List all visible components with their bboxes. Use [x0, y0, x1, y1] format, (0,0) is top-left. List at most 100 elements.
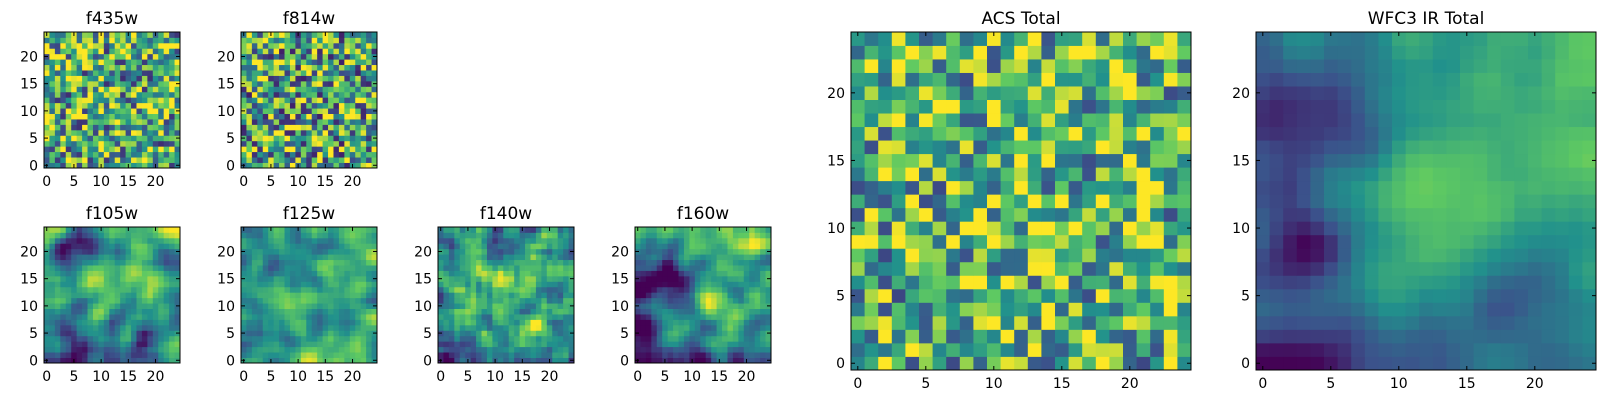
- heatmap-cell: [749, 357, 756, 364]
- heatmap-cell: [535, 265, 542, 271]
- heatmap-cell: [1095, 86, 1110, 100]
- heatmap-cell: [257, 275, 264, 282]
- heatmap-cell: [174, 64, 181, 71]
- heatmap-cell: [355, 162, 362, 169]
- heatmap-cell: [438, 237, 444, 244]
- heatmap-cell: [295, 97, 302, 104]
- heatmap-cell: [54, 243, 61, 250]
- heatmap-cell: [163, 135, 170, 142]
- heatmap-cell: [1136, 126, 1151, 141]
- heatmap-cell: [322, 292, 329, 299]
- heatmap-cell: [525, 248, 531, 255]
- heatmap-cell: [651, 352, 658, 358]
- heatmap-cell: [44, 42, 50, 49]
- heatmap-cell: [552, 330, 559, 337]
- heatmap-cell: [864, 167, 879, 182]
- heatmap-cell: [557, 314, 564, 320]
- heatmap-cell: [1055, 275, 1069, 290]
- heatmap-cell: [268, 146, 275, 153]
- heatmap-cell: [251, 232, 258, 239]
- heatmap-cell: [92, 314, 99, 320]
- heatmap-cell: [136, 91, 143, 98]
- heatmap-cell: [92, 275, 99, 282]
- heatmap-cell: [295, 286, 302, 293]
- heatmap-cell: [65, 314, 72, 320]
- heatmap-cell: [711, 265, 717, 271]
- heatmap-cell: [525, 341, 531, 348]
- heatmap-cell: [1082, 248, 1097, 263]
- heatmap-cell: [147, 119, 154, 125]
- heatmap-cell: [338, 37, 345, 44]
- heatmap-cell: [443, 237, 450, 244]
- heatmap-cell: [1310, 288, 1325, 303]
- heatmap-cell: [71, 135, 78, 142]
- heatmap-cell: [251, 243, 258, 250]
- heatmap-cell: [1432, 288, 1447, 303]
- heatmap-cell: [300, 80, 307, 87]
- heatmap-cell: [656, 243, 663, 250]
- heatmap-cell: [268, 297, 275, 304]
- heatmap-cell: [371, 37, 378, 44]
- heatmap-cell: [279, 308, 285, 315]
- heatmap-cell: [1473, 302, 1488, 317]
- heatmap-cell: [563, 319, 569, 326]
- heatmap-cell: [103, 314, 110, 320]
- heatmap-cell: [360, 146, 367, 153]
- heatmap-cell: [662, 352, 669, 358]
- heatmap-cell: [891, 59, 906, 73]
- heatmap-cell: [508, 243, 515, 250]
- heatmap-cell: [338, 108, 345, 114]
- heatmap-cell: [114, 330, 121, 337]
- heatmap-cell: [662, 308, 669, 315]
- heatmap-cell: [98, 275, 105, 282]
- heatmap-cell: [1055, 167, 1069, 182]
- heatmap-cell: [919, 126, 933, 141]
- heatmap-cell: [851, 221, 865, 236]
- heatmap-cell: [147, 80, 154, 87]
- heatmap-cell: [1109, 72, 1124, 87]
- heatmap-cell: [82, 86, 88, 93]
- heatmap-cell: [454, 324, 461, 331]
- heatmap-cell: [1068, 342, 1083, 357]
- heatmap-cell: [355, 357, 362, 364]
- heatmap-cell: [486, 227, 493, 233]
- heatmap-cell: [1528, 167, 1542, 182]
- heatmap-cell: [54, 91, 61, 98]
- heatmap-cell: [448, 341, 455, 348]
- heatmap-cell: [760, 259, 766, 266]
- heatmap-cell: [317, 265, 323, 271]
- heatmap-cell: [700, 265, 707, 271]
- heatmap-cell: [54, 254, 61, 261]
- heatmap-cell: [158, 227, 165, 233]
- heatmap-cell: [273, 292, 280, 299]
- heatmap-cell: [366, 135, 372, 142]
- heatmap-cell: [1136, 329, 1151, 344]
- heatmap-cell: [1582, 315, 1597, 330]
- heatmap-cell: [360, 330, 367, 337]
- heatmap-cell: [333, 59, 340, 66]
- heatmap-cell: [322, 297, 329, 304]
- heatmap-cell: [136, 75, 143, 82]
- heatmap-cell: [694, 303, 701, 309]
- heatmap-cell: [152, 119, 159, 125]
- heatmap-cell: [683, 324, 690, 331]
- heatmap-cell: [82, 319, 88, 326]
- panel-title: ACS Total: [981, 9, 1060, 29]
- heatmap-cell: [557, 265, 564, 271]
- heatmap-cell: [333, 259, 340, 266]
- heatmap-cell: [754, 270, 761, 277]
- heatmap-cell: [60, 341, 67, 348]
- heatmap-cell: [147, 270, 154, 277]
- heatmap-cell: [169, 113, 175, 120]
- heatmap-cell: [765, 335, 772, 342]
- heatmap-cell: [1055, 140, 1069, 155]
- heatmap-cell: [322, 80, 329, 87]
- heatmap-cell: [49, 275, 56, 282]
- heatmap-cell: [257, 303, 264, 309]
- heatmap-cell: [257, 248, 264, 255]
- panel-title: f435w: [86, 9, 138, 29]
- heatmap-cell: [1514, 356, 1529, 371]
- heatmap-cell: [891, 302, 906, 317]
- heatmap-cell: [905, 194, 920, 209]
- heatmap-cell: [98, 292, 105, 299]
